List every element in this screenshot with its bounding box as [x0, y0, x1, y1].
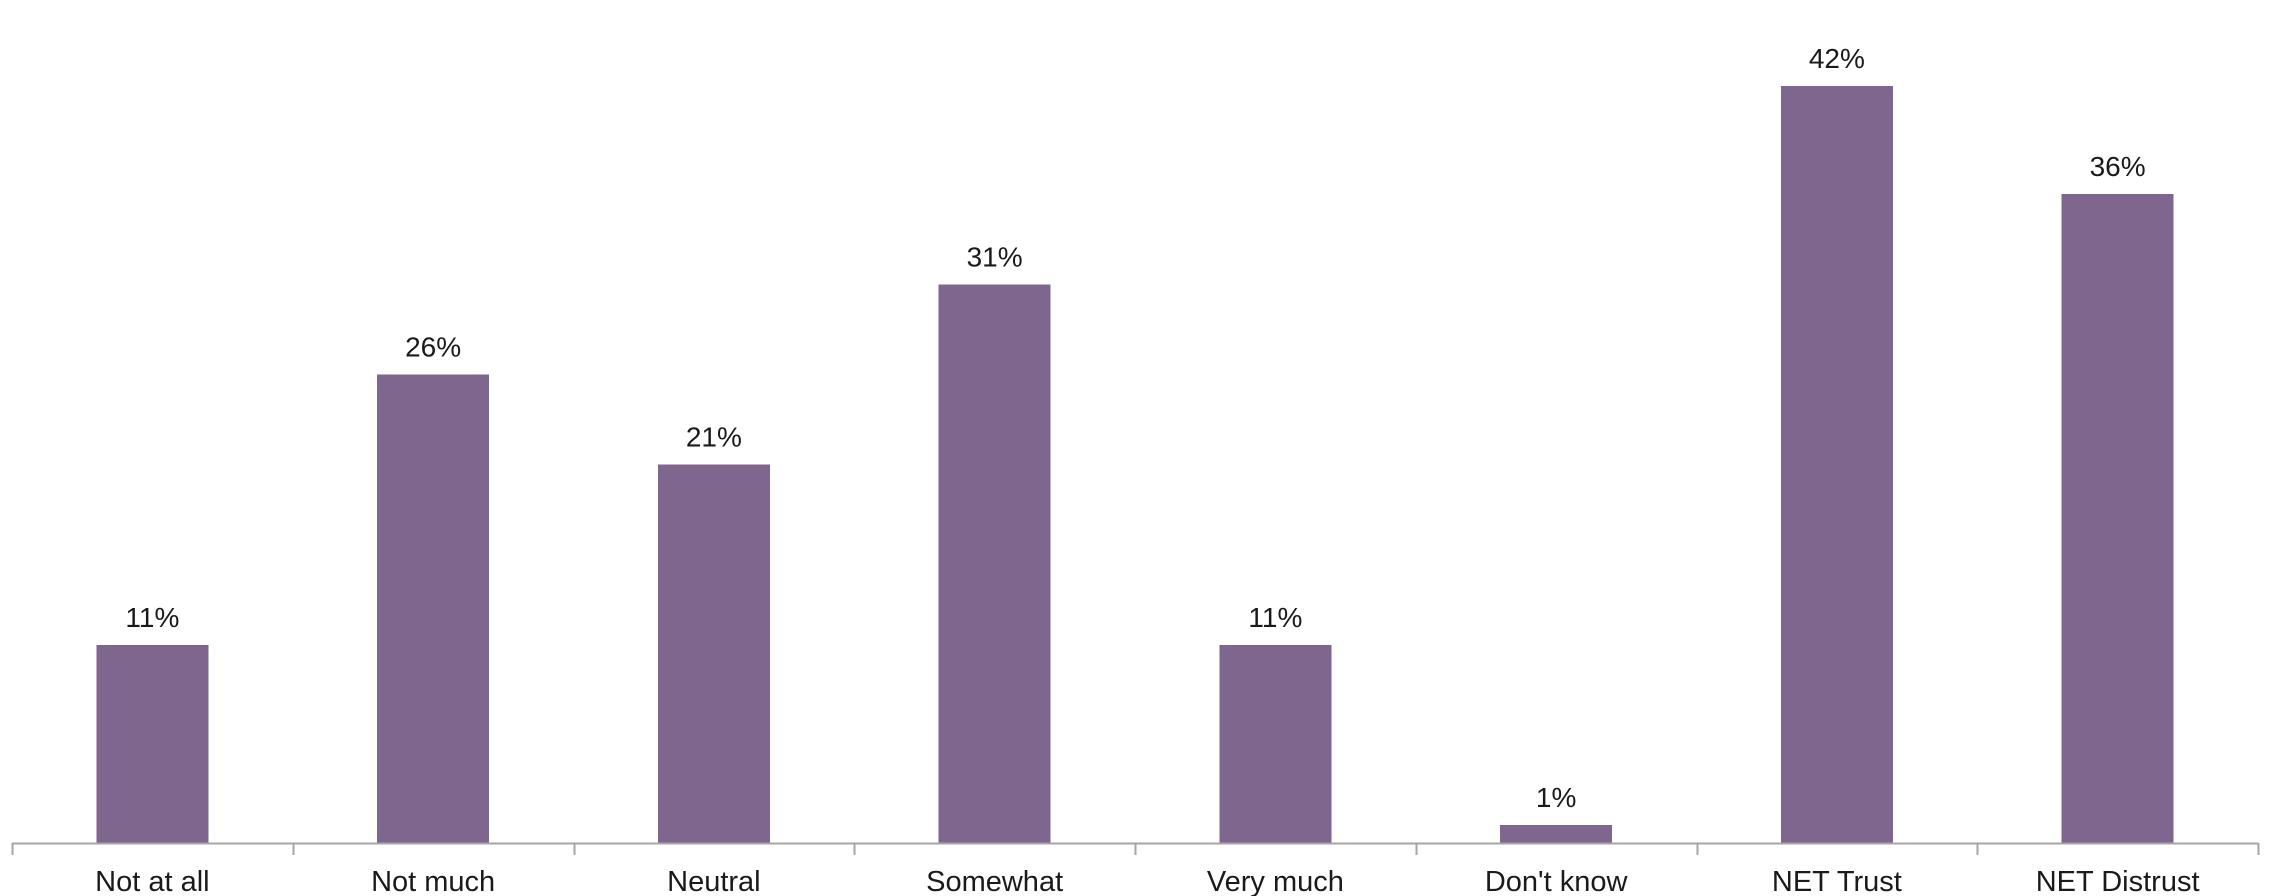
bar-6: [1780, 86, 1893, 843]
data-label-0: 11%: [125, 602, 179, 633]
x-tick-label-6: NET Trust: [1772, 866, 1902, 896]
bar-7: [2061, 194, 2174, 843]
bar-4: [1219, 644, 1332, 843]
x-tick-label-0: Not at all: [95, 866, 209, 896]
data-label-4: 11%: [1248, 602, 1302, 633]
x-tick-label-1: Not much: [371, 866, 495, 896]
x-tick-label-4: Very much: [1207, 866, 1344, 896]
data-labels-group: 11% 26% 21% 31% 11% 1% 42% 36%: [125, 43, 2145, 813]
x-tick-label-5: Don't know: [1485, 866, 1629, 896]
x-tick-label-3: Somewhat: [926, 866, 1063, 896]
data-label-6: 42%: [1809, 43, 1865, 74]
data-label-7: 36%: [2090, 151, 2146, 182]
data-label-1: 26%: [405, 331, 461, 362]
data-label-2: 21%: [686, 422, 742, 453]
data-label-5: 1%: [1536, 782, 1576, 813]
x-axis: [11, 842, 2260, 855]
bar-5: [1500, 824, 1613, 843]
x-tick-labels-group: Not at all Not much Neutral Somewhat Very mu…: [95, 866, 2199, 896]
x-tick-label-7: NET Distrust: [2036, 866, 2200, 896]
x-tick-label-2: Neutral: [667, 866, 761, 896]
bar-3: [938, 284, 1051, 844]
bar-2: [657, 464, 770, 843]
bar-0: [96, 644, 209, 843]
bars-group: [96, 86, 2174, 844]
data-label-3: 31%: [967, 241, 1023, 272]
bar-1: [377, 374, 490, 843]
